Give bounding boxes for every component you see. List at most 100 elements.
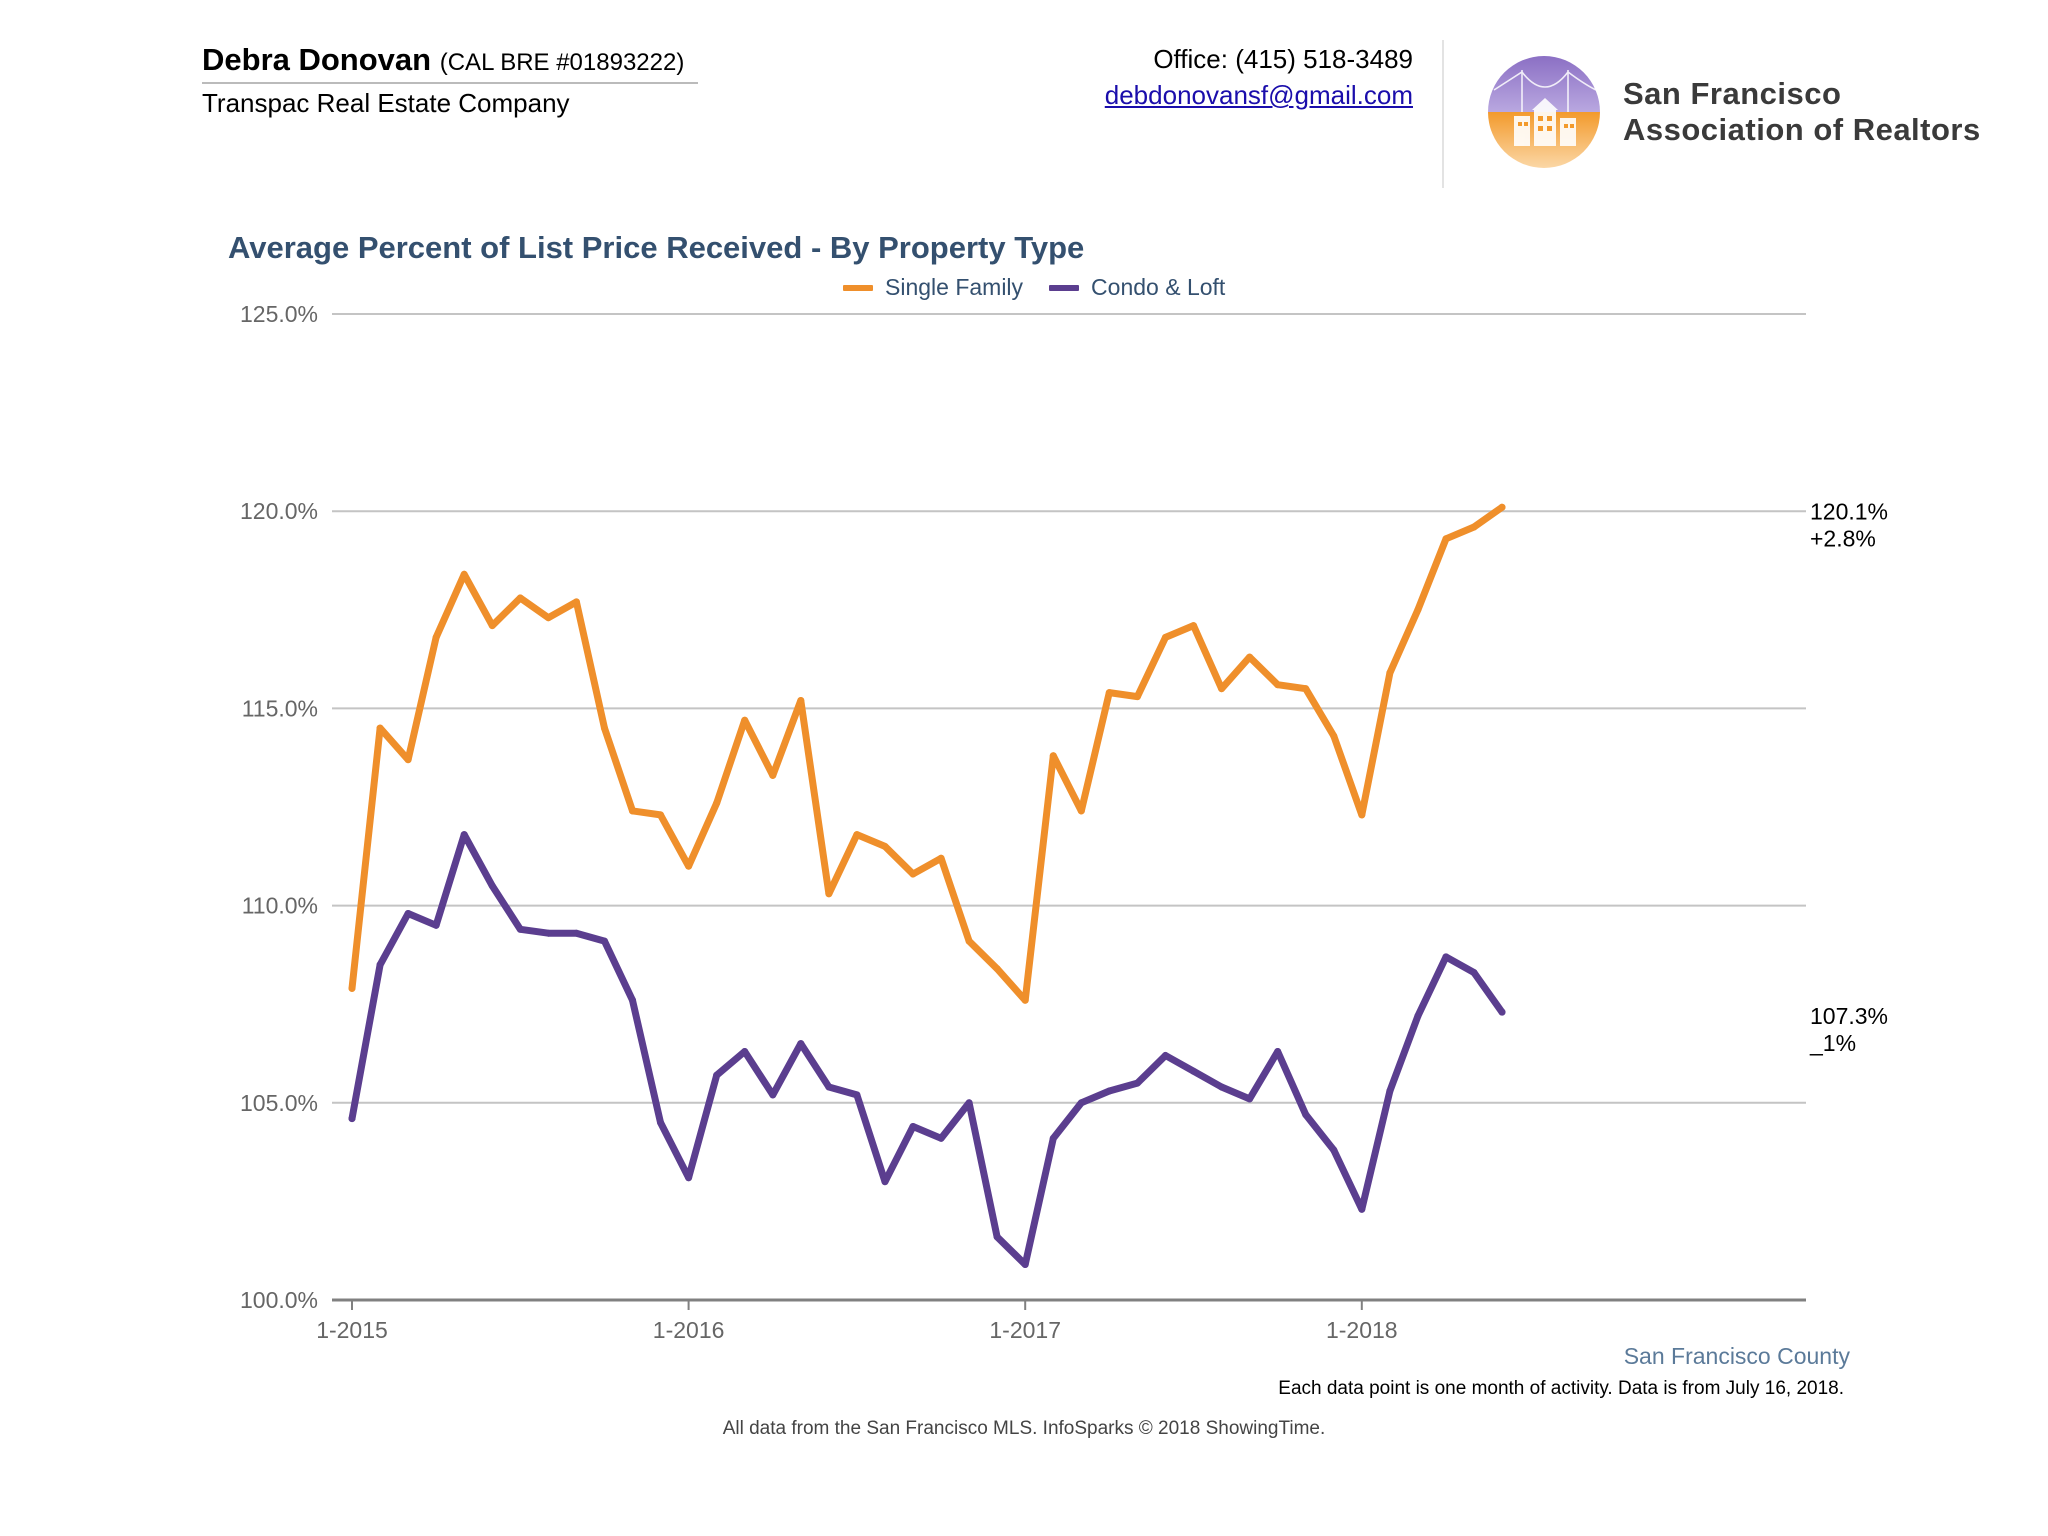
data-point-condo-loft — [1077, 1099, 1085, 1107]
data-point-single-family — [1077, 807, 1085, 815]
email-link[interactable]: debdonovansf@gmail.com — [1104, 80, 1413, 110]
data-point-single-family — [1049, 752, 1057, 760]
data-point-single-family — [853, 831, 861, 839]
data-point-single-family — [376, 724, 384, 732]
data-point-single-family — [937, 854, 945, 862]
end-change-label: +2.8% — [1810, 525, 1876, 551]
x-tick-label: 1-2016 — [653, 1317, 725, 1343]
data-point-condo-loft — [685, 1174, 693, 1182]
data-point-condo-loft — [1190, 1067, 1197, 1075]
data-point-single-family — [741, 716, 749, 724]
data-point-single-family — [797, 697, 805, 705]
data-point-condo-loft — [1049, 1134, 1057, 1142]
data-point-condo-loft — [797, 1040, 805, 1048]
legend-label-single-family: Single Family — [885, 274, 1024, 300]
data-point-single-family — [993, 965, 1001, 973]
data-point-single-family — [1386, 669, 1394, 677]
data-point-single-family — [1105, 689, 1113, 697]
data-point-single-family — [713, 799, 721, 807]
source-credit: All data from the San Francisco MLS. Inf… — [722, 1418, 1326, 1439]
data-point-single-family — [1218, 685, 1226, 693]
data-point-single-family — [1246, 653, 1254, 661]
data-point-single-family — [404, 756, 412, 764]
end-change-label: _1% — [1809, 1030, 1856, 1056]
data-point-condo-loft — [965, 1099, 973, 1107]
data-point-single-family — [1190, 622, 1197, 630]
y-tick-label: 105.0% — [240, 1090, 318, 1116]
data-point-condo-loft — [572, 929, 580, 937]
data-point-condo-loft — [432, 921, 440, 929]
data-point-condo-loft — [1161, 1051, 1169, 1059]
sfar-name-line1: San Francisco — [1623, 76, 1842, 111]
data-point-condo-loft — [1442, 953, 1450, 961]
data-point-condo-loft — [404, 909, 412, 917]
y-tick-label: 115.0% — [242, 695, 318, 721]
data-point-single-family — [657, 811, 665, 819]
data-point-condo-loft — [657, 1119, 665, 1127]
data-point-single-family — [629, 807, 636, 815]
office-phone: Office: (415) 518-3489 — [1153, 44, 1413, 74]
data-point-condo-loft — [376, 961, 384, 969]
data-point-single-family — [544, 614, 552, 622]
data-point-condo-loft — [600, 937, 608, 945]
data-point-single-family — [432, 633, 440, 641]
data-point-single-family — [1274, 681, 1282, 689]
data-point-condo-loft — [769, 1091, 777, 1099]
data-point-condo-loft — [1246, 1095, 1254, 1103]
agent-license: (CAL BRE #01893222) — [439, 49, 685, 76]
series-line-condo-loft — [348, 831, 1506, 1268]
data-point-condo-loft — [1105, 1087, 1113, 1095]
legend-item-single-family: Single Family — [843, 274, 1023, 301]
data-point-condo-loft — [1358, 1205, 1366, 1213]
data-point-single-family — [460, 570, 468, 578]
legend-swatch-condo-loft — [1049, 284, 1080, 291]
data-point-single-family — [909, 870, 917, 878]
data-point-condo-loft — [1386, 1087, 1394, 1095]
data-point-single-family — [769, 771, 777, 779]
data-point-condo-loft — [488, 882, 496, 890]
data-point-condo-loft — [1021, 1261, 1029, 1269]
data-point-condo-loft — [937, 1134, 945, 1142]
data-point-single-family — [1442, 535, 1450, 543]
legend-label-condo-loft: Condo & Loft — [1091, 274, 1226, 300]
data-point-condo-loft — [853, 1091, 861, 1099]
legend-item-condo-loft: Condo & Loft — [1049, 274, 1225, 301]
data-point-condo-loft — [348, 1115, 356, 1123]
header-divider — [1442, 40, 1444, 188]
data-point-single-family — [1302, 685, 1310, 693]
data-point-single-family — [1358, 811, 1366, 819]
series-line-single-family — [348, 503, 1506, 1004]
data-point-single-family — [1414, 606, 1422, 614]
agent-company: Transpac Real Estate Company — [202, 88, 570, 118]
data-point-condo-loft — [544, 929, 552, 937]
data-point-single-family — [572, 598, 580, 606]
data-point-single-family — [488, 622, 496, 630]
data-point-condo-loft — [1274, 1048, 1282, 1056]
sfar-logo-icon — [1488, 56, 1600, 168]
data-point-condo-loft — [993, 1233, 1001, 1241]
sfar-name-line2: Association of Realtors — [1623, 112, 1981, 147]
data-footnote: Each data point is one month of activity… — [1278, 1378, 1844, 1399]
data-point-single-family — [600, 724, 608, 732]
data-point-condo-loft — [1498, 1008, 1506, 1016]
data-point-condo-loft — [460, 831, 468, 839]
y-tick-label: 100.0% — [240, 1287, 318, 1313]
agent-name-underline — [202, 82, 698, 84]
data-point-single-family — [825, 890, 833, 898]
data-point-single-family — [1021, 996, 1029, 1004]
data-point-condo-loft — [881, 1178, 889, 1186]
agent-name-text: Debra Donovan — [202, 42, 432, 77]
data-point-single-family — [685, 862, 693, 870]
data-point-condo-loft — [1302, 1111, 1310, 1119]
data-point-condo-loft — [629, 996, 636, 1004]
end-value-label: 120.1% — [1810, 498, 1888, 524]
agent-name: Debra Donovan (CAL BRE #01893222) — [202, 42, 684, 78]
data-point-single-family — [1330, 732, 1338, 740]
data-point-single-family — [348, 984, 356, 992]
x-tick-label: 1-2018 — [1326, 1317, 1398, 1343]
data-point-single-family — [881, 842, 889, 850]
chart-title: Average Percent of List Price Received -… — [228, 230, 1085, 265]
data-point-single-family — [1470, 523, 1478, 531]
data-point-single-family — [1161, 633, 1169, 641]
